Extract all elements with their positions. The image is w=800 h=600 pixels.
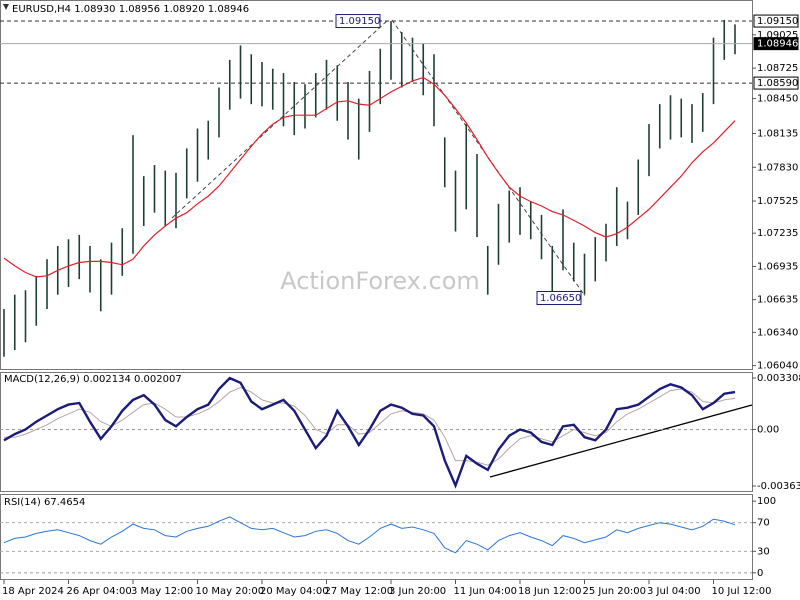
y-tick-label: 1.07525 bbox=[757, 196, 798, 207]
price-level-label: 1.09150 bbox=[757, 16, 798, 27]
rsi-title: RSI(14) 67.4654 bbox=[4, 497, 85, 508]
y-tick-label: 1.06635 bbox=[757, 295, 798, 306]
x-tick-label: 11 Jun 04:00 bbox=[454, 586, 518, 597]
macd-trendline bbox=[489, 404, 753, 478]
x-tick-label: 27 May 12:00 bbox=[325, 586, 394, 597]
x-tick-label: 10 May 20:00 bbox=[196, 586, 265, 597]
y-tick-label: 0.00 bbox=[757, 424, 779, 435]
y-tick-label: 1.06340 bbox=[757, 327, 798, 338]
y-tick-label: 1.07830 bbox=[757, 162, 798, 173]
x-tick-label: 3 May 12:00 bbox=[131, 586, 193, 597]
y-tick-label: 0.003308 bbox=[757, 373, 800, 384]
indicator-line bbox=[4, 386, 736, 466]
indicator-line bbox=[3, 376, 736, 489]
y-tick-label: 0 bbox=[757, 568, 763, 579]
x-tick-label: 3 Jun 20:00 bbox=[389, 586, 446, 597]
y-tick-label: 1.08135 bbox=[757, 128, 798, 139]
y-tick-label: 70 bbox=[757, 518, 770, 529]
annotation-label: 1.06650 bbox=[540, 293, 581, 304]
rsi-panel bbox=[0, 494, 753, 580]
price-level-box bbox=[753, 37, 799, 51]
indicator-line bbox=[3, 516, 736, 554]
y-tick-label: 1.06935 bbox=[757, 261, 798, 272]
y-tick-label: 100 bbox=[757, 496, 776, 507]
x-tick-label: 20 May 04:00 bbox=[260, 586, 329, 597]
annotation-label: 1.09150 bbox=[339, 16, 380, 27]
x-tick-label: 18 Apr 2024 bbox=[2, 586, 64, 597]
y-tick-label: 1.09025 bbox=[757, 30, 798, 41]
price-level-box bbox=[753, 76, 799, 90]
macd-title: MACD(12,26,9) 0.002134 0.002007 bbox=[4, 374, 182, 385]
y-tick-label: 1.06040 bbox=[757, 361, 798, 372]
y-tick-label: 1.07235 bbox=[757, 228, 798, 239]
y-tick-label: 1.08725 bbox=[757, 63, 798, 74]
moving-average bbox=[3, 76, 736, 278]
price-level-label: 1.08590 bbox=[757, 78, 798, 89]
y-tick-label: 30 bbox=[757, 546, 770, 557]
x-tick-label: 10 Jul 12:00 bbox=[712, 586, 772, 597]
annotation-box bbox=[335, 14, 381, 29]
annotation-box bbox=[536, 290, 582, 305]
watermark: ActionForex.com bbox=[280, 267, 480, 295]
x-tick-label: 26 Apr 04:00 bbox=[67, 586, 132, 597]
x-tick-label: 25 Jun 20:00 bbox=[583, 586, 647, 597]
price-level-label: 1.08946 bbox=[757, 39, 798, 50]
price-panel bbox=[0, 0, 753, 370]
x-tick-label: 3 Jul 04:00 bbox=[647, 586, 701, 597]
y-tick-label: -0.003635 bbox=[757, 481, 800, 492]
chart-title: EURUSD,H4 1.08930 1.08956 1.08920 1.0894… bbox=[12, 4, 249, 15]
panel-frames bbox=[0, 0, 753, 580]
price-level-box bbox=[753, 14, 799, 28]
macd-panel bbox=[0, 372, 753, 492]
menu-icon bbox=[3, 4, 9, 10]
y-tick-label: 1.08450 bbox=[757, 94, 798, 105]
x-tick-label: 18 Jun 12:00 bbox=[518, 586, 582, 597]
